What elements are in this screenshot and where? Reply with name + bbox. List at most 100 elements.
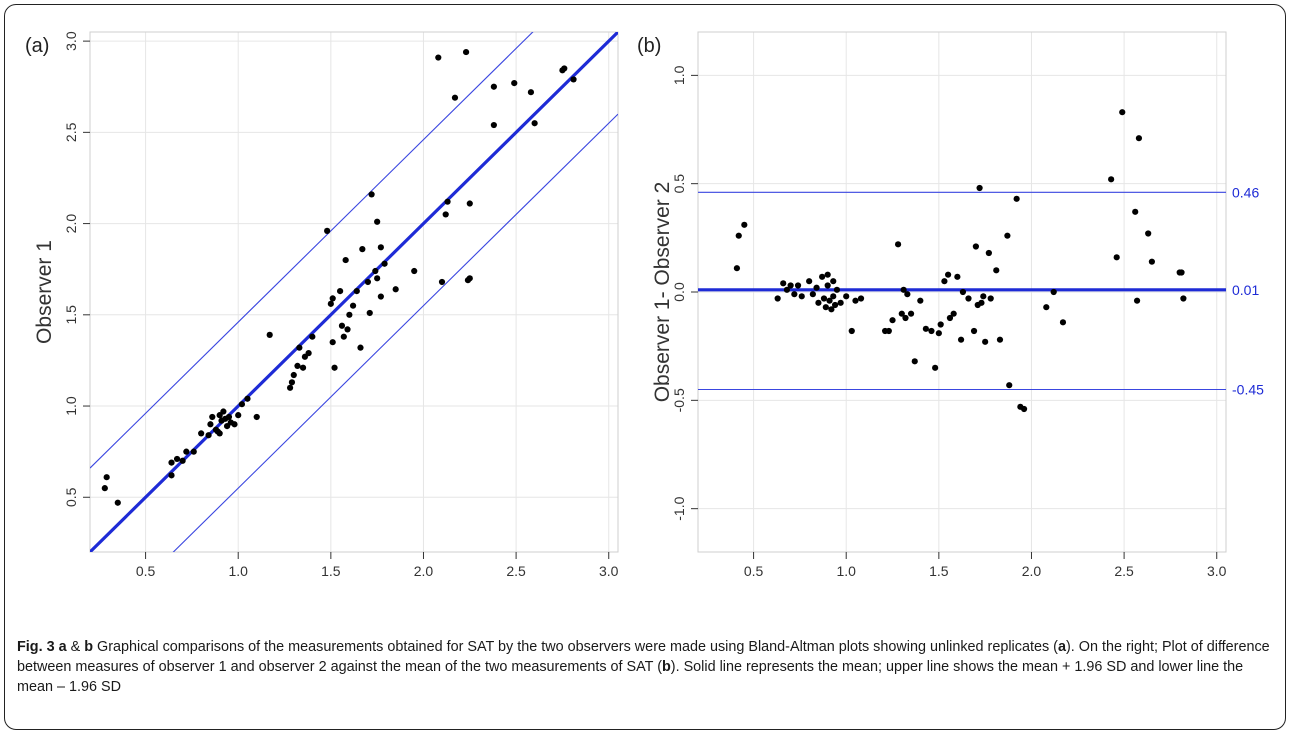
data-point bbox=[1119, 109, 1126, 116]
data-point bbox=[741, 221, 748, 228]
data-point bbox=[904, 291, 911, 298]
data-point bbox=[824, 271, 831, 278]
data-point bbox=[238, 401, 246, 408]
data-point bbox=[945, 271, 952, 278]
data-point bbox=[1059, 319, 1067, 326]
y-tick-label: -0.5 bbox=[671, 388, 687, 412]
data-point bbox=[490, 83, 497, 90]
data-point bbox=[833, 286, 841, 293]
data-point bbox=[794, 282, 802, 289]
data-point bbox=[735, 232, 742, 239]
y-tick-label: 2.0 bbox=[63, 214, 79, 234]
data-point bbox=[198, 430, 205, 437]
data-point bbox=[976, 184, 983, 192]
data-point bbox=[815, 299, 822, 306]
data-point bbox=[831, 301, 839, 309]
data-point bbox=[852, 297, 859, 304]
y-axis-title: Observer 1- Observer 2 bbox=[651, 182, 674, 403]
data-point bbox=[173, 455, 181, 463]
data-point bbox=[935, 330, 942, 337]
data-point bbox=[286, 384, 294, 391]
y-axis-title: Observer 1 bbox=[33, 240, 56, 344]
data-point bbox=[490, 121, 497, 129]
data-point bbox=[902, 314, 909, 322]
figure-caption: Fig. 3 a & b Graphical comparisons of th… bbox=[17, 637, 1277, 697]
data-point bbox=[294, 362, 301, 369]
x-tick-label: 0.5 bbox=[136, 563, 156, 579]
panel-a: 0.5 1.0 1.5 2.0 2.5 3.0 0.5 1.0 1.5 2.0 2.5 3.0 Obse… bbox=[25, 31, 619, 579]
data-point bbox=[894, 241, 902, 248]
data-point bbox=[1145, 230, 1152, 237]
data-point bbox=[1006, 382, 1013, 389]
y-tick-label: 0.5 bbox=[671, 174, 687, 194]
data-point bbox=[824, 282, 831, 289]
x-tick-label: 1.5 bbox=[321, 563, 341, 579]
data-point bbox=[1135, 135, 1143, 142]
data-point bbox=[168, 472, 175, 479]
y-tick-label: 0.5 bbox=[63, 487, 79, 507]
data-point bbox=[1020, 405, 1028, 413]
panel-label: (b) bbox=[637, 35, 661, 57]
data-point bbox=[374, 275, 381, 282]
y-tick-label: 0.0 bbox=[671, 282, 687, 302]
data-point bbox=[349, 302, 357, 309]
data-point bbox=[346, 311, 353, 318]
data-point bbox=[885, 327, 892, 335]
caption-fig-label: Fig. 3 bbox=[17, 639, 55, 655]
data-point bbox=[917, 297, 924, 304]
data-point bbox=[819, 273, 826, 280]
hline-value-label: -0.45 bbox=[1232, 382, 1264, 398]
x-tick-label: 0.5 bbox=[744, 563, 764, 579]
data-point bbox=[970, 327, 978, 335]
data-point bbox=[462, 48, 470, 56]
data-point bbox=[922, 325, 929, 332]
data-point bbox=[1013, 195, 1020, 202]
data-point bbox=[1004, 232, 1011, 239]
data-point bbox=[377, 244, 384, 251]
data-point bbox=[337, 287, 344, 295]
data-point bbox=[950, 310, 957, 317]
data-point bbox=[531, 120, 538, 127]
data-point bbox=[957, 336, 965, 343]
data-point bbox=[368, 191, 375, 198]
data-point bbox=[225, 413, 233, 421]
data-point bbox=[331, 364, 338, 371]
data-point bbox=[444, 198, 451, 205]
data-point bbox=[183, 448, 190, 455]
data-point bbox=[466, 275, 473, 282]
data-point bbox=[288, 379, 296, 386]
data-point bbox=[932, 364, 939, 371]
data-point bbox=[374, 218, 381, 225]
x-tick-label: 2.5 bbox=[506, 563, 526, 579]
y-tick-label: 2.5 bbox=[63, 122, 79, 142]
data-point bbox=[359, 246, 366, 253]
data-point bbox=[561, 65, 568, 72]
line-upper bbox=[90, 32, 534, 469]
caption-b-bold: b bbox=[84, 639, 94, 655]
plot-frame-a bbox=[89, 31, 619, 553]
data-point bbox=[364, 278, 371, 286]
data-point bbox=[937, 321, 944, 328]
data-point bbox=[392, 286, 399, 293]
data-point bbox=[305, 350, 312, 357]
data-point bbox=[857, 295, 865, 302]
panel-label: (a) bbox=[25, 35, 49, 57]
data-point bbox=[327, 300, 334, 307]
caption-b-ref: b bbox=[662, 659, 671, 675]
data-point bbox=[820, 295, 828, 302]
data-point bbox=[209, 413, 216, 421]
data-point bbox=[451, 94, 459, 101]
data-point bbox=[220, 408, 227, 415]
data-point bbox=[190, 448, 197, 455]
data-point bbox=[985, 249, 992, 257]
data-point bbox=[353, 287, 360, 295]
data-point bbox=[733, 265, 741, 272]
caption-a-bold: a bbox=[58, 639, 67, 655]
data-point bbox=[959, 288, 967, 296]
data-point bbox=[340, 333, 347, 340]
data-point bbox=[207, 421, 214, 428]
data-point bbox=[900, 286, 907, 293]
hline-value-label: 0.01 bbox=[1232, 282, 1259, 298]
data-point bbox=[344, 326, 351, 333]
figure-plots: 0.5 1.0 1.5 2.0 2.5 3.0 0.5 1.0 1.5 2.0 2.5 3.0 Obse… bbox=[25, 31, 1264, 579]
